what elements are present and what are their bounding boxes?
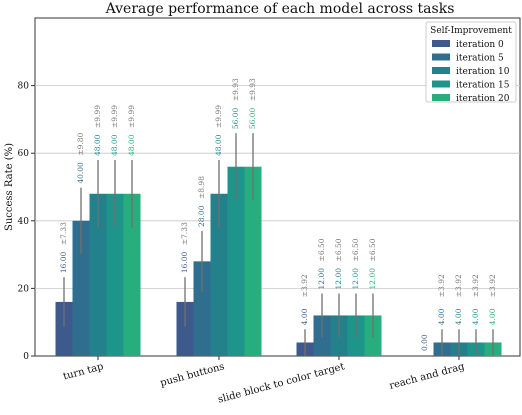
error-label: ±6.50 bbox=[334, 238, 343, 261]
value-label: 12.00 bbox=[334, 268, 343, 290]
bar bbox=[72, 220, 90, 356]
legend-label: iteration 5 bbox=[456, 54, 504, 64]
x-tick-label: turn tap bbox=[62, 361, 105, 382]
error-label: ±8.98 bbox=[197, 176, 206, 199]
error-label: ±9.80 bbox=[76, 132, 85, 155]
bar bbox=[176, 301, 194, 356]
x-tick-label: reach and drag bbox=[388, 361, 466, 392]
legend-label: iteration 15 bbox=[456, 81, 510, 91]
legend: Self-Improvement iteration 0 iteration 5 i… bbox=[425, 21, 517, 104]
legend-swatch bbox=[432, 94, 450, 101]
bar bbox=[123, 193, 141, 356]
bar bbox=[227, 166, 245, 356]
y-tick-label: 0 bbox=[23, 352, 29, 362]
error-label: ±9.99 bbox=[110, 105, 119, 128]
error-label: ±3.92 bbox=[454, 274, 463, 297]
error-label: ±6.50 bbox=[317, 238, 326, 261]
bar bbox=[244, 166, 262, 356]
value-label: 16.00 bbox=[180, 251, 189, 273]
value-label: 4.00 bbox=[471, 308, 480, 325]
y-tick-label: 80 bbox=[18, 82, 30, 92]
legend-swatch bbox=[432, 80, 450, 88]
legend-swatch bbox=[432, 53, 450, 61]
value-label: 12.00 bbox=[368, 268, 377, 290]
value-label: 4.00 bbox=[488, 308, 497, 325]
legend-swatch bbox=[432, 40, 450, 47]
x-tick-label: push buttons bbox=[159, 361, 226, 389]
value-label: 12.00 bbox=[317, 268, 326, 290]
legend-label: iteration 10 bbox=[456, 67, 510, 77]
legend-swatch bbox=[432, 67, 450, 74]
bars bbox=[55, 133, 502, 356]
legend-label: iteration 0 bbox=[456, 40, 504, 50]
legend-title: Self-Improvement bbox=[430, 26, 512, 36]
value-label: 16.00 bbox=[59, 251, 68, 273]
y-axis: 0 20 40 60 80 bbox=[18, 82, 35, 362]
value-label: 4.00 bbox=[300, 308, 309, 325]
error-label: ±9.93 bbox=[231, 78, 240, 101]
value-label: 48.00 bbox=[93, 134, 102, 156]
value-label: 4.00 bbox=[454, 308, 463, 325]
value-label: 56.00 bbox=[248, 107, 257, 129]
value-label: 48.00 bbox=[110, 134, 119, 156]
bar bbox=[193, 261, 211, 356]
bar bbox=[55, 301, 73, 356]
bar bbox=[210, 193, 228, 356]
plot-area bbox=[34, 17, 521, 357]
y-tick-label: 60 bbox=[18, 149, 30, 159]
error-label: ±6.50 bbox=[368, 238, 377, 261]
value-label: 48.00 bbox=[127, 134, 136, 156]
error-label: ±9.99 bbox=[214, 105, 223, 128]
value-label: 56.00 bbox=[231, 107, 240, 129]
chart-title: Average performance of each model across… bbox=[105, 1, 455, 17]
error-label: ±6.50 bbox=[351, 238, 360, 261]
legend-label: iteration 20 bbox=[456, 94, 510, 104]
data-labels: 16.00 ±7.33 40.00 ±9.80 48.00 ±9.99 48.00 ±9.99… bbox=[59, 78, 497, 351]
error-label: ±3.92 bbox=[437, 274, 446, 297]
value-label: 4.00 bbox=[437, 308, 446, 325]
error-label: ±9.99 bbox=[127, 105, 136, 128]
value-label: 12.00 bbox=[351, 268, 360, 290]
y-tick-label: 40 bbox=[18, 217, 30, 227]
error-label: ±3.92 bbox=[300, 274, 309, 297]
y-tick-label: 20 bbox=[18, 284, 30, 294]
error-label: ±7.33 bbox=[59, 222, 68, 245]
error-label: ±3.92 bbox=[471, 274, 480, 297]
y-axis-label: Success Rate (%) bbox=[4, 143, 15, 231]
error-label: ±9.93 bbox=[248, 78, 257, 101]
error-label: ±7.33 bbox=[180, 222, 189, 245]
value-label: 40.00 bbox=[76, 162, 85, 184]
x-tick-label: slide block to color target bbox=[217, 361, 346, 405]
error-label: ±3.92 bbox=[488, 274, 497, 297]
bar bbox=[106, 193, 124, 356]
value-label: 28.00 bbox=[197, 205, 206, 227]
value-label: 48.00 bbox=[214, 134, 223, 156]
value-label: 0.00 bbox=[420, 334, 429, 351]
bar bbox=[89, 193, 107, 356]
error-label: ±9.99 bbox=[93, 105, 102, 128]
